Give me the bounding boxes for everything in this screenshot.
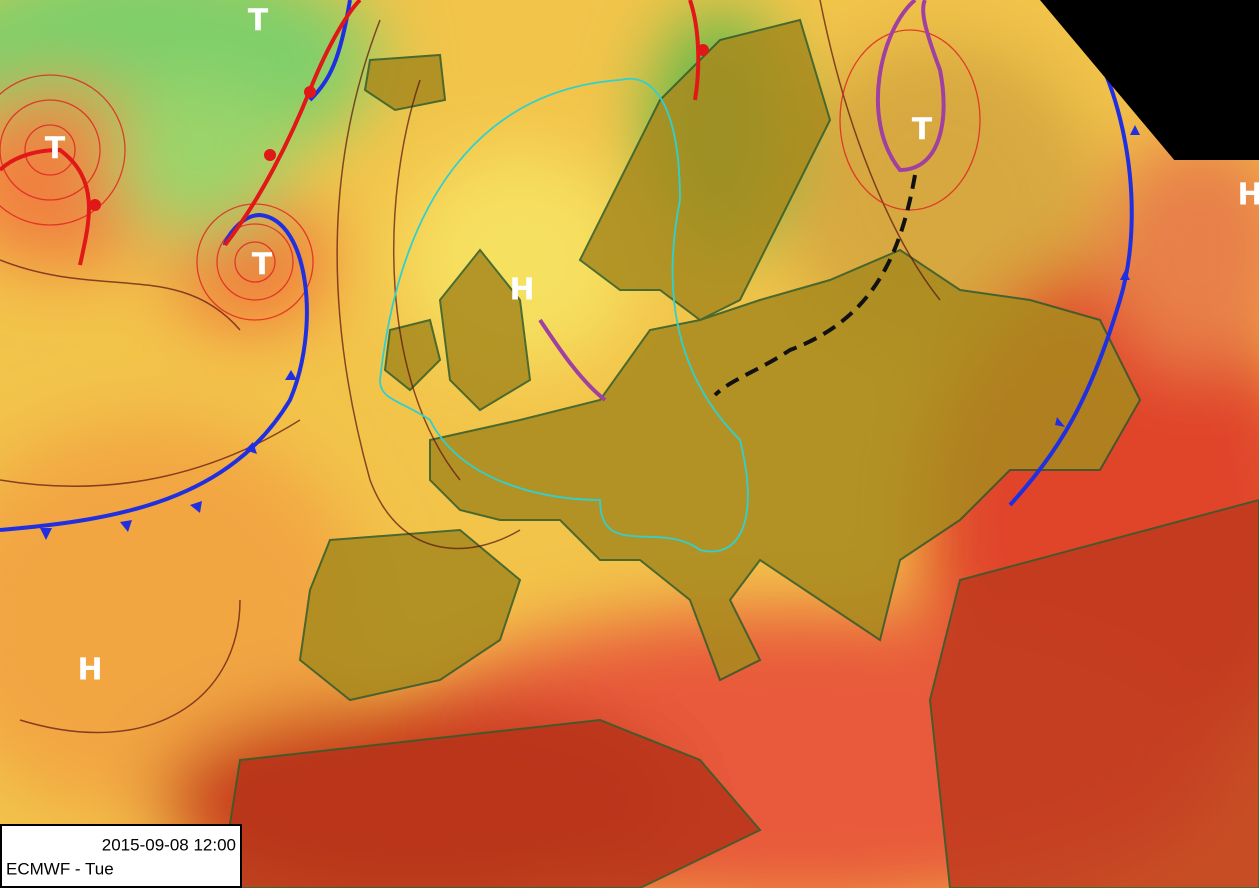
low-label: T	[252, 248, 273, 283]
warm-front-symbols	[89, 44, 709, 211]
isobars-red	[0, 29, 981, 321]
isotherm	[379, 77, 749, 553]
isobars	[0, 0, 941, 734]
model-label: ECMWF - Tue	[6, 859, 114, 878]
high-label: H	[1237, 178, 1259, 213]
info-box: 2015-09-08 12:00 ECMWF - Tue	[0, 824, 242, 888]
timestamp: 2015-09-08 12:00	[102, 835, 236, 854]
low-label: T	[912, 113, 933, 148]
high-label: H	[77, 653, 102, 688]
land	[218, 18, 1259, 888]
front-symbols	[40, 125, 1140, 540]
low-label: T	[45, 132, 66, 167]
low-label: T	[248, 4, 269, 39]
no-data	[1040, 0, 1259, 160]
info-box-frame	[0, 824, 242, 888]
high-label: H	[509, 273, 534, 308]
